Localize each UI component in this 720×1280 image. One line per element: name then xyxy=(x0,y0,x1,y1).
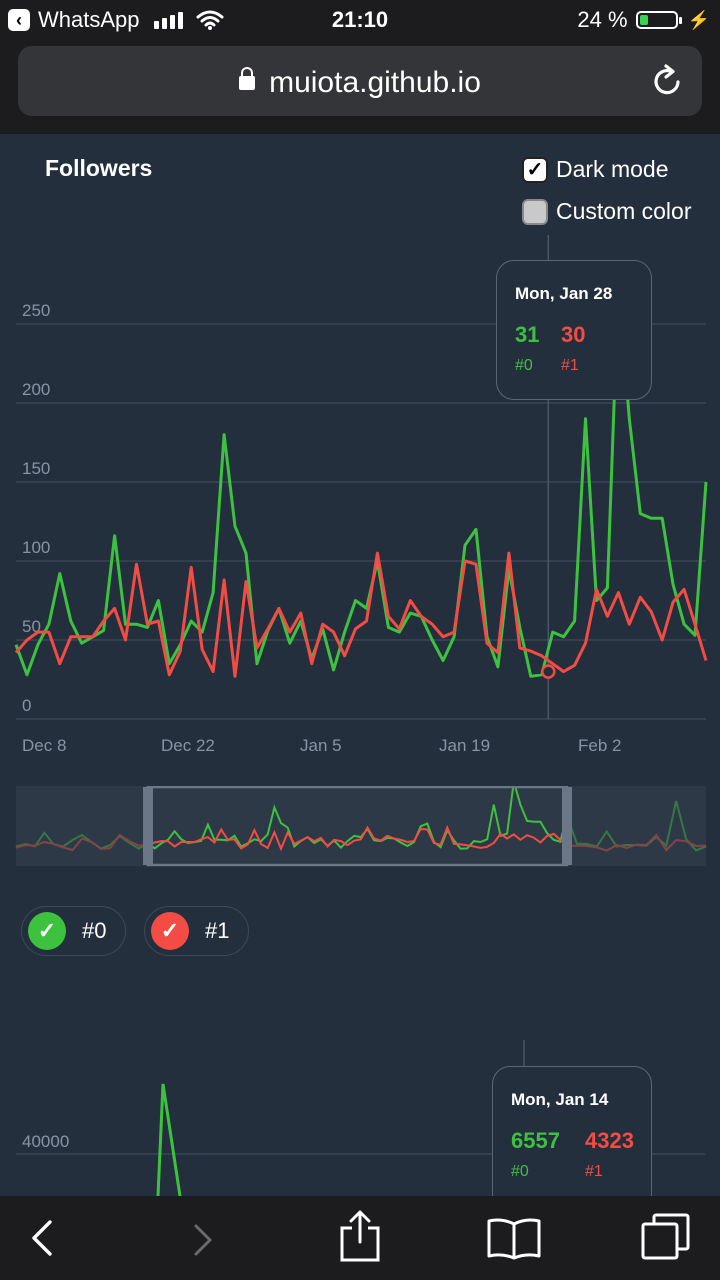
y-tick-label: 150 xyxy=(22,459,50,478)
back-app-label[interactable]: WhatsApp xyxy=(38,7,140,32)
y-tick-label: 250 xyxy=(22,301,50,320)
wifi-icon xyxy=(196,10,223,30)
hover-point xyxy=(541,664,556,679)
y-tick-label: 0 xyxy=(22,696,31,715)
tabs-icon[interactable] xyxy=(640,1212,692,1262)
back-to-app-icon[interactable]: ‹ xyxy=(8,9,30,31)
forward-icon[interactable] xyxy=(188,1222,218,1258)
range-navigator[interactable] xyxy=(0,786,720,868)
x-tick-label: Jan 5 xyxy=(300,736,342,755)
reload-icon[interactable] xyxy=(652,64,684,98)
checkmark-icon: ✓ xyxy=(151,912,189,950)
dark-mode-label[interactable]: Dark mode xyxy=(556,156,669,182)
lock-icon xyxy=(239,67,256,90)
dark-mode-option[interactable]: ✓ Dark mode xyxy=(522,156,668,183)
navigator-line-1 xyxy=(15,824,707,852)
tooltip-value-0: 6557 xyxy=(511,1128,560,1153)
custom-color-label[interactable]: Custom color xyxy=(556,198,692,224)
toggle-series-1[interactable]: ✓ #1 xyxy=(144,906,249,956)
tooltip-value-1: 30 xyxy=(561,322,586,347)
y-tick-label: 100 xyxy=(22,538,50,557)
x-tick-label: Jan 19 xyxy=(439,736,490,755)
charging-bolt-icon: ⚡ xyxy=(687,9,710,30)
url-text[interactable]: muiota.github.io xyxy=(269,66,481,99)
series-line-0 xyxy=(156,1083,182,1196)
battery-icon xyxy=(635,11,682,29)
series-line-1 xyxy=(14,551,708,678)
tooltip-series-1: #1 xyxy=(561,357,579,374)
back-icon[interactable] xyxy=(28,1218,58,1258)
tooltip-series-0: #0 xyxy=(515,357,533,374)
address-bar[interactable]: muiota.github.io xyxy=(18,46,702,116)
bookmarks-icon[interactable] xyxy=(486,1216,542,1260)
tooltip-date: Mon, Jan 14 xyxy=(511,1090,609,1109)
status-bar: ‹ WhatsApp 21:10 24 % ⚡ xyxy=(0,0,720,40)
tooltip: Mon, Jan 14 6557 4323 #0 #1 xyxy=(492,1066,652,1207)
y-tick-label: 40000 xyxy=(22,1132,69,1151)
tooltip-date: Mon, Jan 28 xyxy=(515,284,613,303)
navigator-line-0 xyxy=(15,786,707,852)
x-tick-label: Dec 22 xyxy=(161,736,215,755)
battery-percent: 24 % xyxy=(577,7,628,32)
custom-color-option[interactable]: Custom color xyxy=(522,198,691,225)
signal-icon xyxy=(153,11,186,29)
tooltip-value-1: 4323 xyxy=(585,1128,634,1153)
custom-color-checkbox[interactable] xyxy=(522,198,548,225)
clock: 21:10 xyxy=(331,7,389,32)
x-tick-label: Dec 8 xyxy=(22,736,66,755)
tooltip-series-1: #1 xyxy=(585,1163,603,1180)
navigator-mask-left xyxy=(16,786,144,866)
tooltip-series-0: #0 xyxy=(511,1163,529,1180)
toggle-series-0[interactable]: ✓ #0 xyxy=(21,906,126,956)
chart-title: Followers xyxy=(45,155,153,181)
dark-mode-checkbox[interactable]: ✓ xyxy=(522,156,548,183)
y-tick-label: 200 xyxy=(22,380,50,399)
tooltip-value-0: 31 xyxy=(515,322,540,347)
series-line-0 xyxy=(14,283,708,678)
toggle-label: #1 xyxy=(205,918,230,943)
checkmark-icon: ✓ xyxy=(28,912,66,950)
x-tick-label: Feb 2 xyxy=(578,736,621,755)
toggle-label: #0 xyxy=(82,918,107,943)
y-tick-label: 50 xyxy=(22,617,41,636)
share-icon[interactable] xyxy=(338,1210,382,1262)
navigator-window[interactable] xyxy=(146,786,569,867)
navigator-mask-right xyxy=(572,786,706,866)
browser-bottom-bar xyxy=(0,1196,720,1280)
tooltip: Mon, Jan 28 31 30 #0 #1 xyxy=(496,260,652,400)
browser-toolbar: muiota.github.io xyxy=(0,40,720,134)
